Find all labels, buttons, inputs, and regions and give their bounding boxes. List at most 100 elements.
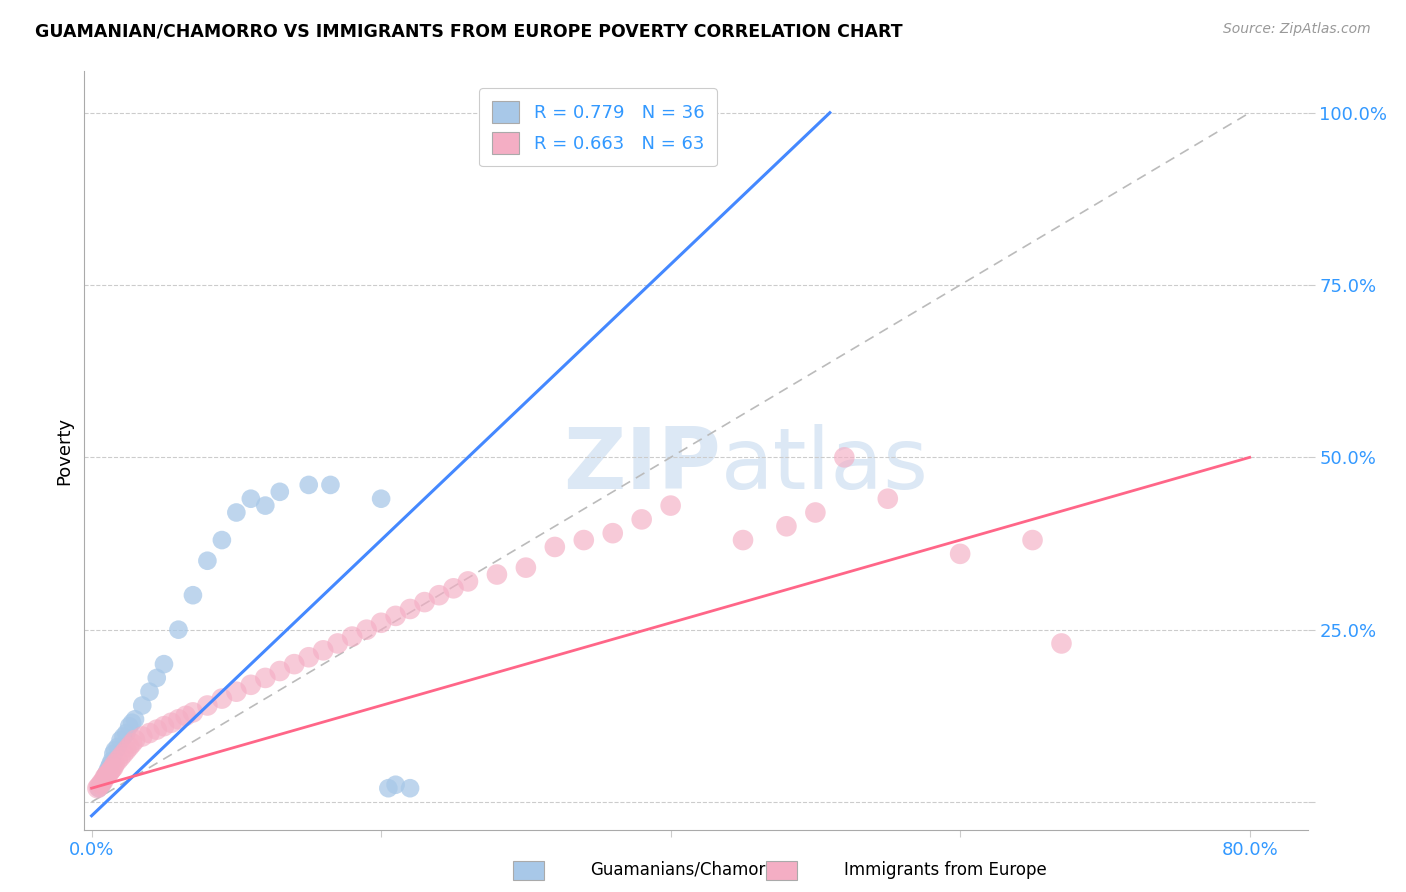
Text: ZIP: ZIP: [562, 424, 720, 508]
Point: [515, 560, 537, 574]
Point: [485, 567, 508, 582]
Point: [112, 730, 135, 744]
Point: [138, 684, 160, 698]
Point: [167, 712, 190, 726]
Point: [167, 623, 190, 637]
Point: [377, 781, 399, 796]
Point: [94, 769, 117, 783]
Point: [443, 582, 465, 596]
Text: GUAMANIAN/CHAMORRO VS IMMIGRANTS FROM EUROPE POVERTY CORRELATION CHART: GUAMANIAN/CHAMORRO VS IMMIGRANTS FROM EU…: [35, 22, 903, 40]
Point: [572, 533, 595, 547]
Text: Guamanians/Chamorros: Guamanians/Chamorros: [591, 861, 792, 879]
Point: [457, 574, 479, 589]
Point: [384, 778, 406, 792]
Point: [544, 540, 567, 554]
Point: [211, 533, 233, 547]
Point: [340, 630, 363, 644]
Point: [298, 650, 321, 665]
Point: [96, 767, 118, 781]
Point: [269, 664, 291, 678]
Point: [239, 491, 262, 506]
Point: [98, 766, 121, 780]
Point: [399, 781, 422, 796]
Text: atlas: atlas: [720, 424, 928, 508]
Point: [107, 754, 129, 768]
Point: [1050, 636, 1073, 650]
Point: [254, 671, 277, 685]
Point: [174, 708, 197, 723]
Point: [103, 760, 125, 774]
Point: [121, 715, 143, 730]
Point: [602, 526, 624, 541]
Point: [370, 491, 392, 506]
Point: [107, 739, 129, 754]
Point: [1021, 533, 1043, 547]
Point: [319, 478, 342, 492]
Point: [118, 739, 141, 754]
Point: [356, 623, 378, 637]
Point: [110, 750, 132, 764]
Point: [98, 760, 121, 774]
Point: [312, 643, 335, 657]
Point: [153, 657, 176, 672]
Point: [804, 506, 827, 520]
Point: [121, 736, 143, 750]
Point: [94, 767, 117, 781]
Point: [298, 478, 321, 492]
Point: [239, 678, 262, 692]
Point: [225, 506, 247, 520]
Point: [131, 698, 153, 713]
Point: [110, 733, 132, 747]
Point: [834, 450, 856, 465]
Point: [949, 547, 972, 561]
Point: [145, 723, 167, 737]
Point: [100, 764, 122, 778]
Point: [384, 608, 406, 623]
Point: [93, 771, 115, 785]
Point: [104, 757, 127, 772]
Point: [211, 691, 233, 706]
Point: [103, 747, 125, 761]
Text: Source: ZipAtlas.com: Source: ZipAtlas.com: [1223, 22, 1371, 37]
Point: [413, 595, 436, 609]
Legend: R = 0.779   N = 36, R = 0.663   N = 63: R = 0.779 N = 36, R = 0.663 N = 63: [479, 88, 717, 166]
Point: [101, 754, 124, 768]
Point: [131, 730, 153, 744]
Point: [93, 771, 115, 785]
Point: [160, 715, 183, 730]
Point: [254, 499, 277, 513]
Point: [731, 533, 754, 547]
Point: [138, 726, 160, 740]
Point: [1310, 244, 1333, 258]
Text: Immigrants from Europe: Immigrants from Europe: [844, 861, 1046, 879]
Point: [118, 719, 141, 733]
Point: [91, 774, 114, 789]
Point: [283, 657, 305, 672]
Point: [197, 554, 219, 568]
Point: [181, 588, 204, 602]
Point: [87, 781, 110, 796]
Point: [96, 764, 118, 778]
Point: [124, 733, 146, 747]
Point: [112, 747, 135, 761]
Point: [90, 778, 112, 792]
Point: [326, 636, 349, 650]
Point: [86, 781, 108, 796]
Point: [145, 671, 167, 685]
Point: [115, 726, 138, 740]
Point: [124, 712, 146, 726]
Point: [775, 519, 797, 533]
Point: [370, 615, 392, 630]
Point: [100, 757, 122, 772]
Point: [225, 684, 247, 698]
Point: [104, 743, 127, 757]
Point: [115, 743, 138, 757]
Point: [269, 484, 291, 499]
Point: [876, 491, 898, 506]
Point: [181, 706, 204, 720]
Y-axis label: Poverty: Poverty: [55, 417, 73, 484]
Point: [659, 499, 682, 513]
Point: [197, 698, 219, 713]
Point: [427, 588, 450, 602]
Point: [399, 602, 422, 616]
